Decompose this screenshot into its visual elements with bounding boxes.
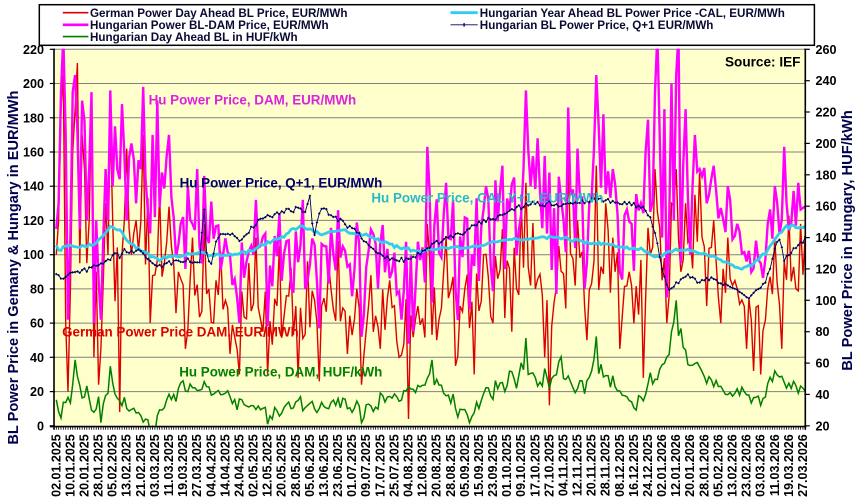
svg-text:05.06.2025: 05.06.2025 [303, 434, 317, 497]
svg-text:05.09.2025: 05.09.2025 [458, 434, 472, 497]
svg-text:BL Power Price in Hungary, HUF: BL Power Price in Hungary, HUF/kWh [840, 110, 856, 371]
svg-text:09.07.2025: 09.07.2025 [359, 434, 373, 497]
svg-text:27.10.2025: 27.10.2025 [542, 434, 556, 497]
svg-text:27.03.2026: 27.03.2026 [796, 434, 810, 497]
svg-text:10.01.2025: 10.01.2025 [63, 434, 77, 497]
svg-text:20: 20 [30, 385, 44, 399]
svg-text:200: 200 [23, 77, 44, 91]
svg-text:BL Power Price in Gemany & Hun: BL Power Price in Gemany & Hungary in EU… [6, 90, 22, 444]
svg-text:120: 120 [23, 214, 44, 228]
svg-text:02.05.2025: 02.05.2025 [247, 434, 261, 497]
svg-text:16.12.2025: 16.12.2025 [627, 434, 641, 497]
svg-text:140: 140 [816, 231, 837, 245]
svg-text:100: 100 [23, 248, 44, 262]
svg-text:03.03.2026: 03.03.2026 [754, 434, 768, 497]
svg-text:14.04.2025: 14.04.2025 [218, 434, 232, 497]
svg-text:01.07.2025: 01.07.2025 [345, 434, 359, 497]
svg-text:20.11.2025: 20.11.2025 [585, 434, 599, 496]
svg-text:11.03.2026: 11.03.2026 [768, 434, 782, 496]
svg-text:08.12.2025: 08.12.2025 [613, 434, 627, 497]
svg-text:19.03.2026: 19.03.2026 [782, 434, 796, 497]
svg-text:Hungarian BL Power Price, Q+1: Hungarian BL Power Price, Q+1 EUR/MWh [480, 19, 714, 32]
svg-text:80: 80 [816, 325, 830, 339]
svg-text:28.11.2025: 28.11.2025 [599, 434, 613, 496]
svg-text:80: 80 [30, 282, 44, 296]
svg-text:27.03.2025: 27.03.2025 [190, 434, 204, 497]
svg-text:20.05.2025: 20.05.2025 [275, 434, 289, 497]
svg-text:20: 20 [816, 419, 830, 433]
svg-text:28.01.2025: 28.01.2025 [92, 434, 106, 497]
svg-text:Source: IEF: Source: IEF [725, 55, 801, 70]
svg-text:13.06.2025: 13.06.2025 [317, 434, 331, 497]
svg-text:02.01.2025: 02.01.2025 [49, 434, 63, 497]
svg-text:12.08.2025: 12.08.2025 [416, 434, 430, 497]
svg-text:28.05.2025: 28.05.2025 [289, 434, 303, 497]
svg-text:100: 100 [816, 294, 837, 308]
svg-text:02.01.2026: 02.01.2026 [655, 434, 669, 497]
svg-text:Hu Power Price, DAM, HUF/kWh: Hu Power Price, DAM, HUF/kWh [179, 365, 382, 380]
svg-text:160: 160 [816, 200, 837, 214]
svg-text:Hungarian Power BL-DAM Price,: Hungarian Power BL-DAM Price, EUR/MWh [90, 19, 329, 32]
svg-text:24.04.2025: 24.04.2025 [232, 434, 246, 497]
svg-text:60: 60 [30, 317, 44, 331]
svg-text:12.11.2025: 12.11.2025 [571, 434, 585, 496]
svg-text:28.01.2026: 28.01.2026 [697, 434, 711, 497]
svg-text:17.10.2025: 17.10.2025 [528, 434, 542, 497]
svg-text:05.02.2026: 05.02.2026 [711, 434, 725, 497]
svg-text:Hu Power Price, CAL Y+1, EUR/M: Hu Power Price, CAL Y+1, EUR/MWh [371, 191, 603, 206]
svg-text:28.08.2025: 28.08.2025 [444, 434, 458, 497]
svg-text:03.03.2025: 03.03.2025 [148, 434, 162, 497]
svg-text:Hu Power Price, DAM, EUR/MWh: Hu Power Price, DAM, EUR/MWh [149, 93, 357, 108]
svg-text:140: 140 [23, 180, 44, 194]
svg-text:German Power Price DAM, EUR/MW: German Power Price DAM, EUR/MWh [62, 325, 299, 340]
svg-text:15.09.2025: 15.09.2025 [472, 434, 486, 497]
svg-text:13.02.2026: 13.02.2026 [726, 434, 740, 497]
svg-text:01.10.2025: 01.10.2025 [500, 434, 514, 497]
svg-text:260: 260 [816, 43, 837, 57]
svg-text:04.04.2025: 04.04.2025 [204, 434, 218, 497]
svg-text:220: 220 [816, 106, 837, 120]
svg-text:120: 120 [816, 262, 837, 276]
svg-text:180: 180 [816, 168, 837, 182]
svg-text:0: 0 [37, 419, 44, 433]
svg-text:Hungarian Year Ahead BL Power: Hungarian Year Ahead BL Power Price -CAL… [480, 7, 785, 20]
svg-text:220: 220 [23, 43, 44, 57]
svg-text:04.11.2025: 04.11.2025 [557, 434, 571, 496]
svg-text:40: 40 [30, 351, 44, 365]
svg-text:21.02.2025: 21.02.2025 [134, 434, 148, 497]
svg-text:09.10.2025: 09.10.2025 [514, 434, 528, 497]
svg-text:German Power Day Ahead BL Pric: German Power Day Ahead BL Price, EUR/MWh [90, 7, 347, 20]
svg-text:05.02.2025: 05.02.2025 [106, 434, 120, 497]
svg-text:240: 240 [816, 74, 837, 88]
svg-text:Hungarian Day Ahead BL in HUF/: Hungarian Day Ahead BL in HUF/kWh [90, 31, 298, 44]
svg-text:20.01.2026: 20.01.2026 [683, 434, 697, 497]
svg-text:180: 180 [23, 111, 44, 125]
svg-text:19.03.2025: 19.03.2025 [176, 434, 190, 497]
svg-text:25.07.2025: 25.07.2025 [387, 434, 401, 497]
svg-text:11.03.2025: 11.03.2025 [162, 434, 176, 496]
svg-text:200: 200 [816, 137, 837, 151]
svg-text:04.08.2025: 04.08.2025 [402, 434, 416, 497]
svg-text:23.02.2026: 23.02.2026 [740, 434, 754, 497]
svg-text:12.01.2026: 12.01.2026 [669, 434, 683, 497]
svg-text:60: 60 [816, 357, 830, 371]
svg-text:20.08.2025: 20.08.2025 [430, 434, 444, 497]
svg-text:23.09.2025: 23.09.2025 [486, 434, 500, 497]
svg-text:20.01.2025: 20.01.2025 [78, 434, 92, 497]
svg-text:12.05.2025: 12.05.2025 [261, 434, 275, 497]
svg-text:40: 40 [816, 388, 830, 402]
svg-text:160: 160 [23, 146, 44, 160]
svg-text:17.07.2025: 17.07.2025 [373, 434, 387, 497]
svg-text:13.02.2025: 13.02.2025 [120, 434, 134, 497]
svg-text:23.06.2025: 23.06.2025 [331, 434, 345, 497]
svg-text:24.12.2025: 24.12.2025 [641, 434, 655, 497]
svg-text:Hu Power Price, Q+1, EUR/MWh: Hu Power Price, Q+1, EUR/MWh [180, 176, 383, 191]
